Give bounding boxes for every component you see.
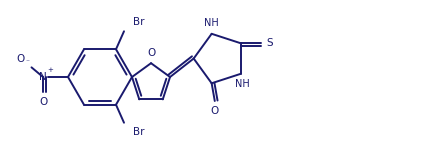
Text: O: O bbox=[16, 54, 25, 64]
Text: O: O bbox=[211, 106, 219, 116]
Text: S: S bbox=[267, 38, 273, 48]
Text: NH: NH bbox=[204, 18, 219, 28]
Text: ⁻: ⁻ bbox=[25, 57, 29, 66]
Text: O: O bbox=[147, 48, 155, 58]
Text: NH: NH bbox=[235, 79, 250, 89]
Text: N: N bbox=[39, 72, 47, 82]
Text: Br: Br bbox=[133, 127, 144, 137]
Text: +: + bbox=[47, 67, 53, 73]
Text: Br: Br bbox=[133, 17, 144, 27]
Text: O: O bbox=[39, 97, 47, 107]
